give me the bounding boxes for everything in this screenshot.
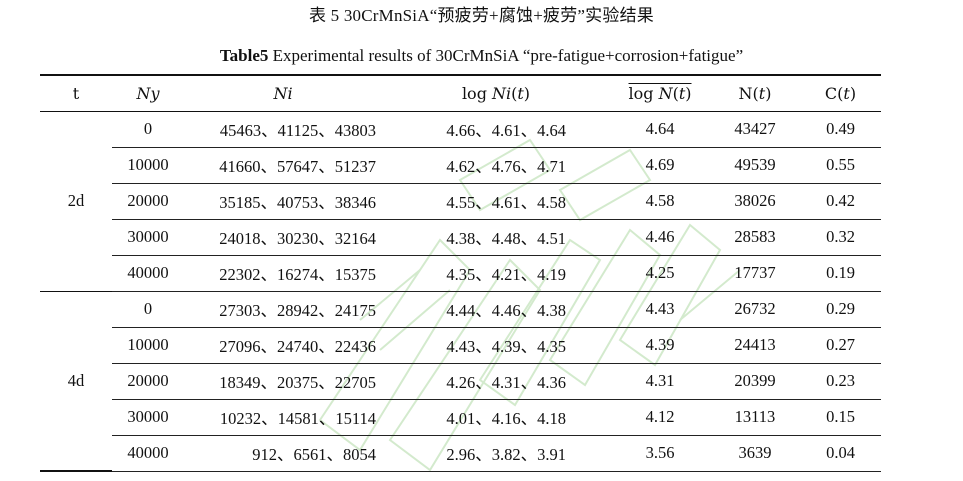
cell-c-t: 0.15 [800,399,881,436]
cell-ny: 10000 [112,147,184,184]
cell-ni: 27303、28942、24175 [184,291,382,328]
table-row: 2d 0 45463、41125、43803 4.66、4.61、4.64 4.… [40,111,881,292]
cell-ni: 10232、14581、15114 [184,399,382,436]
cell-log-ni: 4.44、4.46、4.38 [382,291,610,328]
group-label-4d: 4d [40,291,112,472]
table-row: 30000 24018、30230、32164 4.38、4.48、4.51 4… [40,219,881,256]
table-caption-chinese: 表 5 30CrMnSiA“预疲劳+腐蚀+疲劳”实验结果 [309,6,654,25]
cell-log-ni: 4.66、4.61、4.64 [382,111,610,148]
group-label-2d: 2d [40,111,112,292]
cell-c-t: 0.29 [800,291,881,328]
cell-c-t: 0.04 [800,435,881,472]
table-row: 30000 10232、14581、15114 4.01、4.16、4.18 4… [40,399,881,436]
header-ni: 𝑁𝑖 [184,74,382,112]
table-caption-english: Table5 Experimental results of 30CrMnSiA… [0,45,963,67]
cell-log-ni: 4.62、4.76、4.71 [382,147,610,184]
cell-log-ni: 2.96、3.82、3.91 [382,435,610,472]
table-row: 40000 22302、16274、15375 4.35、4.21、4.19 4… [40,255,881,292]
cell-c-t: 0.49 [800,111,881,148]
cell-log-n-bar: 4.12 [610,399,710,436]
table-row: 10000 27096、24740、22436 4.43、4.39、4.35 4… [40,327,881,364]
header-t: t [40,74,112,112]
cell-ny: 0 [112,111,184,148]
header-log-ni: log 𝑁𝑖(𝑡) [382,74,610,112]
cell-ni: 22302、16274、15375 [184,255,382,292]
cell-log-n-bar: 4.39 [610,327,710,364]
cell-ny: 20000 [112,183,184,220]
table-caption-text: Experimental results of 30CrMnSiA “pre-f… [268,46,744,65]
cell-log-ni: 4.43、4.39、4.35 [382,327,610,364]
cell-log-n-bar: 3.56 [610,435,710,472]
cell-log-n-bar: 4.69 [610,147,710,184]
table-caption-label: Table5 [219,46,269,65]
cell-log-n-bar: 4.64 [610,111,710,148]
cell-ny: 20000 [112,363,184,400]
cell-n-t: 20399 [710,363,800,400]
table-row: 20000 18349、20375、22705 4.26、4.31、4.36 4… [40,363,881,400]
cell-n-t: 3639 [710,435,800,472]
cell-c-t: 0.27 [800,327,881,364]
cell-n-t: 13113 [710,399,800,436]
cell-ny: 30000 [112,399,184,436]
cell-c-t: 0.55 [800,147,881,184]
cell-ny: 40000 [112,255,184,292]
cell-log-ni: 4.38、4.48、4.51 [382,219,610,256]
cell-n-t: 38026 [710,183,800,220]
cell-ni: 41660、57647、51237 [184,147,382,184]
cell-c-t: 0.23 [800,363,881,400]
cell-log-n-bar: 4.58 [610,183,710,220]
cell-ny: 40000 [112,435,184,472]
cell-ni: 912、6561、8054 [184,435,382,472]
cell-log-ni: 4.26、4.31、4.36 [382,363,610,400]
cell-ny: 0 [112,291,184,328]
cell-ny: 10000 [112,327,184,364]
cell-log-n-bar: 4.46 [610,219,710,256]
cell-c-t: 0.19 [800,255,881,292]
cell-n-t: 17737 [710,255,800,292]
cell-ny: 30000 [112,219,184,256]
header-n-t: N(𝑡) [710,74,800,112]
cell-log-n-bar: 4.31 [610,363,710,400]
cell-ni: 45463、41125、43803 [184,111,382,148]
cell-n-t: 28583 [710,219,800,256]
cell-ni: 24018、30230、32164 [184,219,382,256]
cell-log-ni: 4.55、4.61、4.58 [382,183,610,220]
cell-log-n-bar: 4.43 [610,291,710,328]
cell-n-t: 26732 [710,291,800,328]
cell-n-t: 49539 [710,147,800,184]
header-ny: 𝑁𝑦 [112,74,184,112]
table-row: 4d 0 27303、28942、24175 4.44、4.46、4.38 4.… [40,291,881,472]
cell-log-n-bar: 4.25 [610,255,710,292]
cell-ni: 27096、24740、22436 [184,327,382,364]
cell-n-t: 43427 [710,111,800,148]
cell-log-ni: 4.01、4.16、4.18 [382,399,610,436]
cell-c-t: 0.42 [800,183,881,220]
table-row: 20000 35185、40753、38346 4.55、4.61、4.58 4… [40,183,881,220]
cell-log-ni: 4.35、4.21、4.19 [382,255,610,292]
cell-n-t: 24413 [710,327,800,364]
table-row: 40000 912、6561、8054 2.96、3.82、3.91 3.56 … [40,435,881,472]
cell-c-t: 0.32 [800,219,881,256]
cell-ni: 18349、20375、22705 [184,363,382,400]
header-c-t: C(𝑡) [800,74,881,112]
table-header-row: t 𝑁𝑦 𝑁𝑖 log 𝑁𝑖(𝑡) log 𝑁(𝑡) N(𝑡) C(𝑡) [40,74,881,112]
table-row: 10000 41660、57647、51237 4.62、4.76、4.71 4… [40,147,881,184]
results-table: t 𝑁𝑦 𝑁𝑖 log 𝑁𝑖(𝑡) log 𝑁(𝑡) N(𝑡) C(𝑡) 2d … [40,74,881,472]
header-log-n-bar: log 𝑁(𝑡) [610,74,710,112]
cell-ni: 35185、40753、38346 [184,183,382,220]
